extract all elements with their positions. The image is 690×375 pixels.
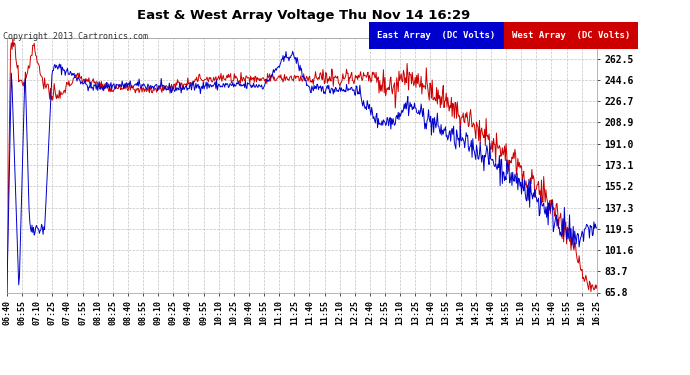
Text: West Array  (DC Volts): West Array (DC Volts) [512, 31, 630, 40]
Text: East & West Array Voltage Thu Nov 14 16:29: East & West Array Voltage Thu Nov 14 16:… [137, 9, 470, 22]
Text: Copyright 2013 Cartronics.com: Copyright 2013 Cartronics.com [3, 32, 148, 41]
Text: East Array  (DC Volts): East Array (DC Volts) [377, 31, 495, 40]
